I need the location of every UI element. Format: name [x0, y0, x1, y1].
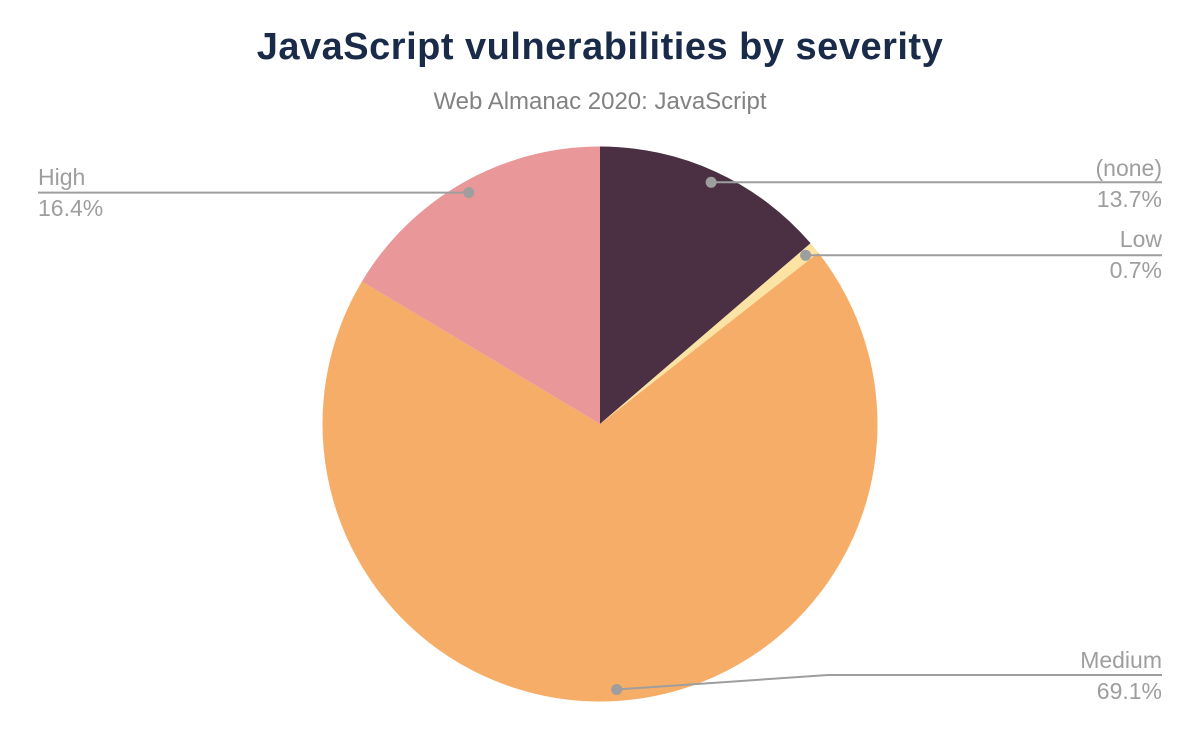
leader-dot-high — [463, 187, 475, 199]
slice-percentage: 0.7% — [1109, 257, 1162, 283]
slice-label: Medium — [1080, 647, 1162, 673]
slice-callout-low: Low 0.7% — [1110, 227, 1162, 283]
slice-callout-high: High 16.4% — [38, 165, 103, 221]
pie-slice-high[interactable] — [361, 146, 600, 424]
leader-dot-medium — [611, 684, 623, 695]
slice-label: Low — [1119, 226, 1162, 252]
chart-title: JavaScript vulnerabilities by severity — [256, 26, 944, 68]
leader-dot-low — [800, 249, 812, 261]
pie-slice-medium[interactable] — [322, 252, 878, 702]
leader-dot-none — [705, 176, 717, 188]
pie-slice-low[interactable] — [600, 243, 819, 424]
slice-percentage: 69.1% — [1096, 678, 1162, 704]
slice-callout-none: (none) 13.7% — [1096, 156, 1162, 212]
pie-slice-none[interactable] — [600, 146, 811, 425]
slice-percentage: 13.7% — [1096, 186, 1162, 212]
slice-label: High — [38, 164, 86, 190]
slice-percentage: 16.4% — [38, 195, 104, 221]
slice-callout-medium: Medium 69.1% — [1080, 648, 1162, 704]
leader-line-medium — [616, 674, 1162, 691]
slice-label: (none) — [1095, 155, 1162, 181]
chart-subtitle: Web Almanac 2020: JavaScript — [433, 88, 767, 115]
